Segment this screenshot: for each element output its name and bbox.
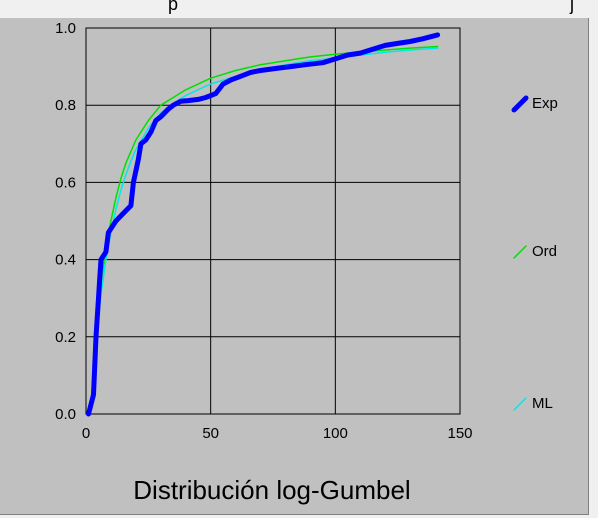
header-fragment-left: p <box>168 0 179 14</box>
y-tick-label-3: 0.6 <box>55 174 76 191</box>
legend-label-ml: ML <box>532 395 553 412</box>
legend-swatch-ml <box>513 397 527 411</box>
x-tick-label-1: 50 <box>202 425 219 442</box>
x-tick-label-0: 0 <box>82 425 90 442</box>
x-tick-label-2: 100 <box>323 425 348 442</box>
x-tick-labels: 0 50 100 150 <box>82 425 473 442</box>
legend: Exp Ord ML <box>511 95 558 412</box>
chart-title: Distribución log-Gumbel <box>133 475 410 505</box>
chart-panel: 0.0 0.2 0.4 0.6 0.8 1.0 0 50 100 150 Exp Ord ML Di… <box>0 18 589 515</box>
grid <box>85 27 461 415</box>
y-tick-label-0: 0.0 <box>55 406 76 423</box>
y-tick-label-4: 0.8 <box>55 97 76 114</box>
chart-svg: 0.0 0.2 0.4 0.6 0.8 1.0 0 50 100 150 Exp Ord ML Di… <box>55 20 558 505</box>
series-lines <box>86 32 441 417</box>
legend-label-exp: Exp <box>532 95 558 112</box>
y-tick-label-1: 0.2 <box>55 329 76 346</box>
legend-swatch-exp <box>511 95 529 113</box>
y-tick-labels: 0.0 0.2 0.4 0.6 0.8 1.0 <box>55 20 76 423</box>
header-fragment-right: j <box>570 0 574 14</box>
y-tick-label-2: 0.4 <box>55 252 76 269</box>
y-tick-label-5: 1.0 <box>55 20 76 37</box>
x-tick-label-3: 150 <box>447 425 472 442</box>
legend-swatch-ord <box>513 245 527 259</box>
series-line-exp <box>86 32 441 417</box>
header-strip: p j <box>0 0 598 18</box>
plot-area <box>85 27 461 415</box>
legend-label-ord: Ord <box>532 243 557 260</box>
